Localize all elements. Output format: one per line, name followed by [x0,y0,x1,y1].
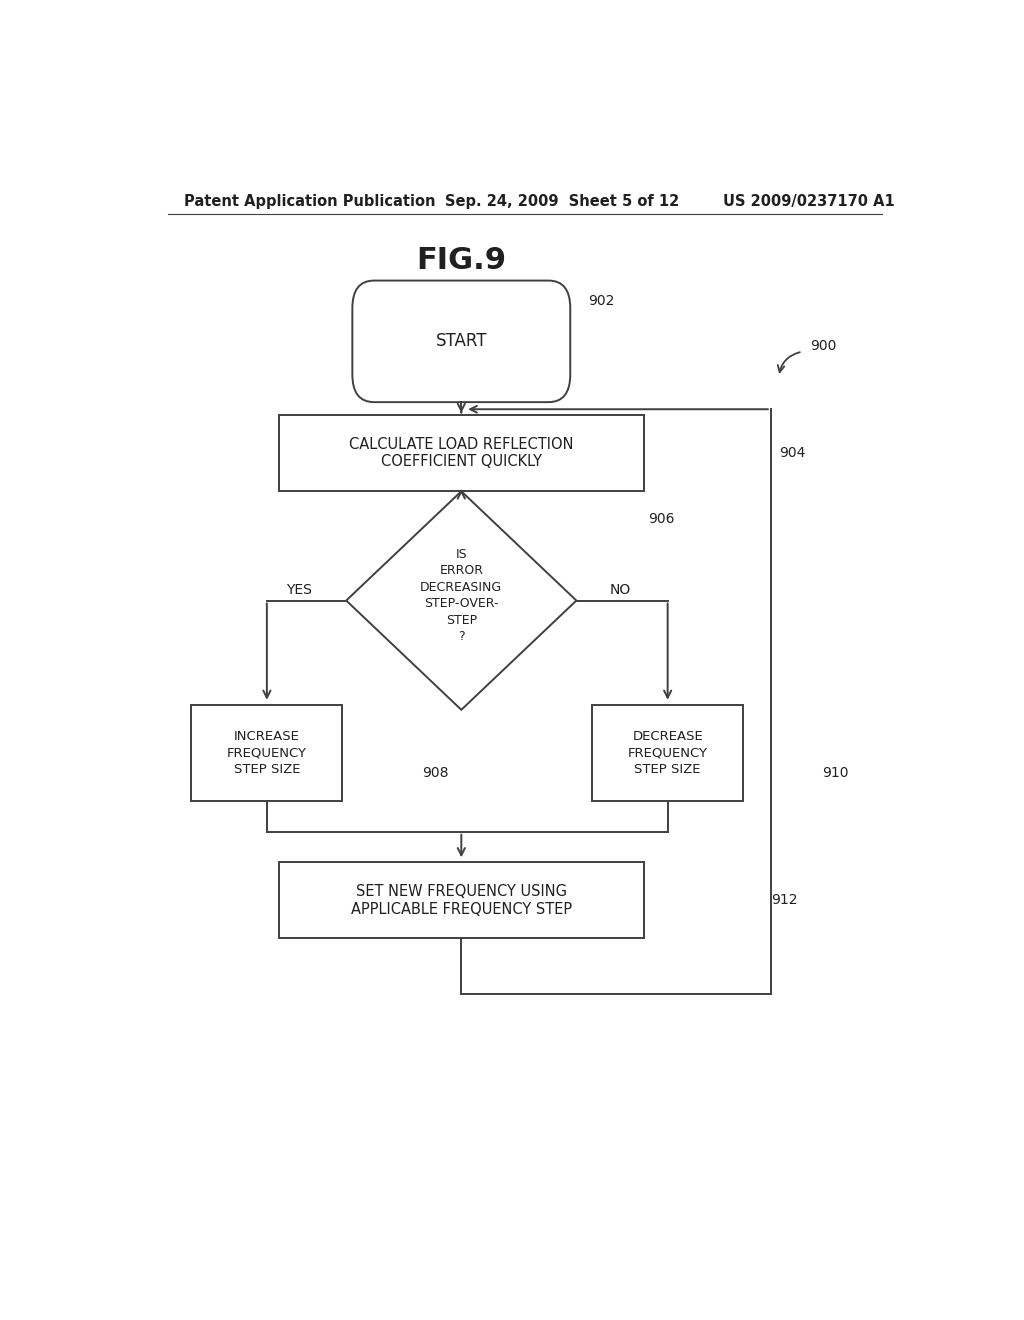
Text: Sep. 24, 2009  Sheet 5 of 12: Sep. 24, 2009 Sheet 5 of 12 [445,194,680,209]
Text: 908: 908 [422,767,449,780]
Text: YES: YES [286,583,311,598]
Polygon shape [346,491,577,710]
Text: START: START [435,333,487,350]
FancyBboxPatch shape [352,281,570,403]
Text: US 2009/0237170 A1: US 2009/0237170 A1 [723,194,895,209]
Bar [279,862,644,939]
Text: 910: 910 [822,767,849,780]
Text: NO: NO [609,583,631,598]
Text: 906: 906 [648,512,675,527]
Text: 902: 902 [588,293,614,308]
Text: SET NEW FREQUENCY USING
APPLICABLE FREQUENCY STEP: SET NEW FREQUENCY USING APPLICABLE FREQU… [351,884,571,916]
Bar [279,414,644,491]
Text: DECREASE
FREQUENCY
STEP SIZE: DECREASE FREQUENCY STEP SIZE [628,730,708,776]
Text: 912: 912 [771,894,798,907]
Bar [592,705,743,801]
Text: 904: 904 [779,446,805,461]
Text: INCREASE
FREQUENCY
STEP SIZE: INCREASE FREQUENCY STEP SIZE [227,730,307,776]
Bar [191,705,342,801]
Text: Patent Application Publication: Patent Application Publication [183,194,435,209]
Text: 900: 900 [811,339,837,354]
Text: IS
ERROR
DECREASING
STEP-OVER-
STEP
?: IS ERROR DECREASING STEP-OVER- STEP ? [420,548,503,643]
Text: FIG.9: FIG.9 [416,246,507,275]
Text: CALCULATE LOAD REFLECTION
COEFFICIENT QUICKLY: CALCULATE LOAD REFLECTION COEFFICIENT QU… [349,437,573,470]
